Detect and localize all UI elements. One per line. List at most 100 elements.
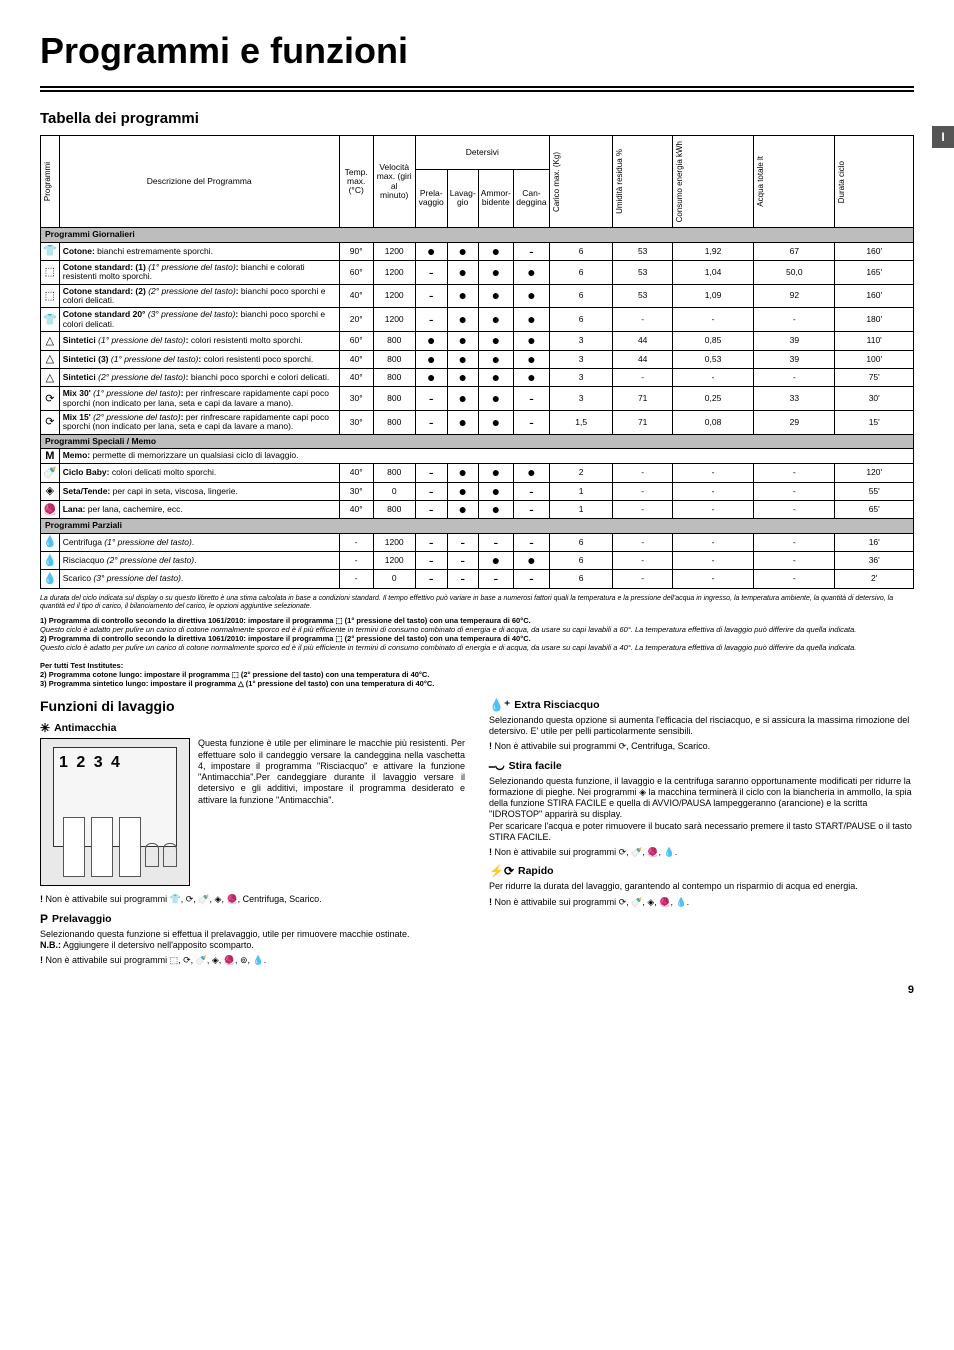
table-cell: ⟳ bbox=[41, 411, 60, 435]
antimacchia-warn: ! Non è attivabile sui programmi 👕, ⟳, 🍼… bbox=[40, 894, 465, 905]
table-cell: 1,09 bbox=[672, 284, 753, 308]
table-cell: 75' bbox=[835, 368, 914, 386]
table-cell: 3 bbox=[549, 350, 612, 368]
table-cell: 1200 bbox=[373, 242, 415, 260]
page-title: Programmi e funzioni bbox=[40, 30, 914, 72]
table-cell: - bbox=[339, 552, 373, 570]
table-cell: - bbox=[754, 308, 835, 332]
table-cell: 55' bbox=[835, 482, 914, 500]
table-cell: 1,04 bbox=[672, 261, 753, 285]
table-cell: 6 bbox=[549, 308, 612, 332]
table-cell: - bbox=[415, 308, 447, 332]
table-cell: - bbox=[415, 533, 447, 551]
section-speciali: Programmi Speciali / Memo bbox=[41, 434, 914, 448]
table-cell: 65' bbox=[835, 500, 914, 518]
table-cell: 6 bbox=[549, 570, 612, 588]
table-cell: ● bbox=[447, 332, 478, 350]
table-cell: - bbox=[672, 368, 753, 386]
drawer-label: 1 2 3 4 bbox=[59, 753, 122, 773]
hdr-carico: Carico max. (Kg) bbox=[552, 148, 563, 216]
table-cell: 67 bbox=[754, 242, 835, 260]
extra-body: Selezionando questa opzione si aumenta l… bbox=[489, 715, 914, 738]
table-cell: - bbox=[754, 533, 835, 551]
hdr-temp: Temp. max. (°C) bbox=[339, 136, 373, 228]
table-cell: ● bbox=[447, 387, 478, 411]
table-cell: ● bbox=[478, 552, 513, 570]
table-cell: Mix 15' (2° pressione del tasto): per ri… bbox=[59, 411, 339, 435]
table-cell: 53 bbox=[613, 261, 673, 285]
table-cell: 160' bbox=[835, 242, 914, 260]
table-cell: 30' bbox=[835, 387, 914, 411]
table-cell: - bbox=[672, 464, 753, 482]
stira-body: Selezionando questa funzione, il lavaggi… bbox=[489, 776, 914, 821]
table-cell: - bbox=[415, 387, 447, 411]
table-cell: ● bbox=[478, 368, 513, 386]
table-cell: - bbox=[513, 242, 549, 260]
table-notes: 1) Programma di controllo secondo la dir… bbox=[40, 616, 914, 688]
functions-heading: Funzioni di lavaggio bbox=[40, 698, 465, 716]
stira-body2: Per scaricare l'acqua e poter rimuovere … bbox=[489, 821, 914, 844]
table-cell: 110' bbox=[835, 332, 914, 350]
table-cell: - bbox=[513, 411, 549, 435]
table-cell: 800 bbox=[373, 500, 415, 518]
table-cell: 30° bbox=[339, 411, 373, 435]
rapido-warn: ! Non è attivabile sui programmi ⟳, 🍼, ◈… bbox=[489, 897, 914, 908]
table-cell: ● bbox=[447, 411, 478, 435]
table-cell: 60° bbox=[339, 332, 373, 350]
table-cell: 44 bbox=[613, 332, 673, 350]
table-cell: 800 bbox=[373, 368, 415, 386]
table-cell: ● bbox=[447, 350, 478, 368]
table-cell: ● bbox=[478, 350, 513, 368]
table-cell: - bbox=[672, 308, 753, 332]
table-cell: ● bbox=[447, 482, 478, 500]
table-cell: - bbox=[513, 570, 549, 588]
table-cell: 29 bbox=[754, 411, 835, 435]
memo-icon: M bbox=[41, 449, 60, 464]
memo-desc: Memo: permette di memorizzare un qualsia… bbox=[59, 449, 913, 464]
table-cell: 🧶 bbox=[41, 500, 60, 518]
table-cell: 1 bbox=[549, 500, 612, 518]
table-footnote: La durata del ciclo indicata sul display… bbox=[40, 595, 914, 611]
table-cell: Risciacquo (2° pressione del tasto). bbox=[59, 552, 339, 570]
table-cell: 800 bbox=[373, 411, 415, 435]
table-cell: ● bbox=[447, 261, 478, 285]
table-cell: ● bbox=[513, 368, 549, 386]
table-cell: 160' bbox=[835, 284, 914, 308]
hdr-descrizione: Descrizione del Programma bbox=[59, 136, 339, 228]
table-cell: 40° bbox=[339, 350, 373, 368]
table-cell: - bbox=[447, 533, 478, 551]
table-cell: ● bbox=[513, 308, 549, 332]
table-cell: ⟳ bbox=[41, 387, 60, 411]
table-cell: - bbox=[754, 482, 835, 500]
stira-title: Stira facile bbox=[509, 760, 562, 773]
extra-icon: 💧⁺ bbox=[489, 698, 510, 713]
table-cell: 0 bbox=[373, 482, 415, 500]
table-cell: 40° bbox=[339, 284, 373, 308]
table-cell: Cotone: bianchi estremamente sporchi. bbox=[59, 242, 339, 260]
table-cell: 3 bbox=[549, 368, 612, 386]
table-cell: ● bbox=[447, 368, 478, 386]
hdr-umidita: Umidità residua % bbox=[615, 145, 626, 218]
table-cell: Cotone standard 20° (3° pressione del ta… bbox=[59, 308, 339, 332]
table-cell: 1200 bbox=[373, 308, 415, 332]
table-cell: - bbox=[513, 533, 549, 551]
table-cell: ● bbox=[447, 308, 478, 332]
table-cell: 2 bbox=[549, 464, 612, 482]
drawer-figure: 1 2 3 4 bbox=[40, 738, 190, 886]
table-cell: - bbox=[754, 464, 835, 482]
table-cell: Lana: per lana, cachemire, ecc. bbox=[59, 500, 339, 518]
table-cell: - bbox=[613, 308, 673, 332]
table-cell: Ciclo Baby: colori delicati molto sporch… bbox=[59, 464, 339, 482]
page-number: 9 bbox=[40, 984, 914, 996]
table-cell: ● bbox=[447, 242, 478, 260]
table-cell: 💧 bbox=[41, 552, 60, 570]
table-cell: - bbox=[339, 570, 373, 588]
table-cell: 6 bbox=[549, 284, 612, 308]
table-cell: △ bbox=[41, 332, 60, 350]
hdr-programmi: Programmi bbox=[43, 158, 54, 205]
table-cell: 16' bbox=[835, 533, 914, 551]
stira-icon: ⎯◡ bbox=[489, 759, 505, 774]
table-cell: - bbox=[447, 570, 478, 588]
table-cell: Sintetici (1° pressione del tasto): colo… bbox=[59, 332, 339, 350]
table-cell: Seta/Tende: per capi in seta, viscosa, l… bbox=[59, 482, 339, 500]
